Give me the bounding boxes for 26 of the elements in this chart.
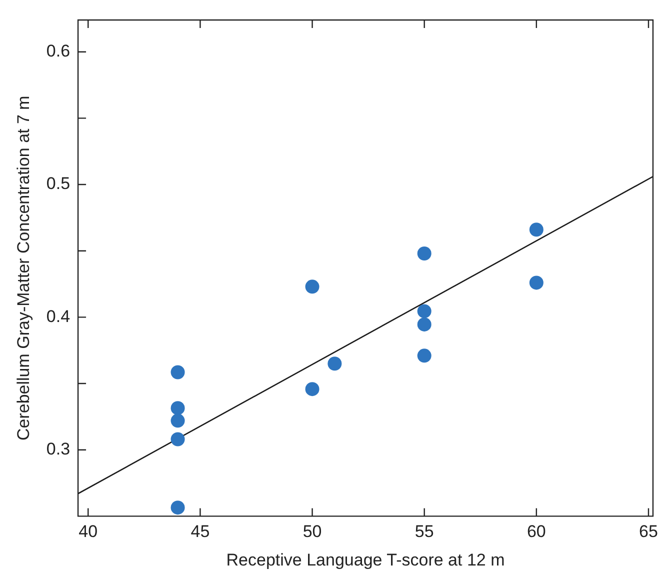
point: [529, 222, 544, 237]
point: [170, 365, 185, 380]
x-tick-label: 40: [78, 522, 98, 542]
point: [417, 246, 432, 261]
x-tick-label: 60: [526, 522, 546, 542]
point: [305, 382, 320, 396]
point: [170, 414, 185, 428]
x-tick-label: 45: [190, 522, 210, 542]
point: [170, 401, 185, 416]
y-tick-label: 0.4: [46, 306, 70, 326]
x-tick-label: 55: [414, 522, 434, 542]
y-tick-label: 0.3: [46, 440, 70, 459]
point: [170, 500, 185, 515]
y-tick-label: 0.6: [46, 42, 70, 61]
point: [417, 348, 432, 363]
x-tick-label: 65: [639, 522, 658, 542]
point: [328, 356, 342, 371]
point: [417, 317, 432, 332]
x-tick-label: 50: [302, 522, 322, 542]
point: [529, 276, 544, 290]
x-axis-title: Receptive Language T-score at 12 m: [226, 550, 505, 570]
point: [417, 304, 432, 318]
point: [305, 280, 320, 294]
y-axis-title: Cerebellum Gray-Matter Concentration at 7 m: [14, 96, 33, 441]
y-tick-label: 0.5: [46, 174, 70, 194]
point: [170, 432, 185, 446]
